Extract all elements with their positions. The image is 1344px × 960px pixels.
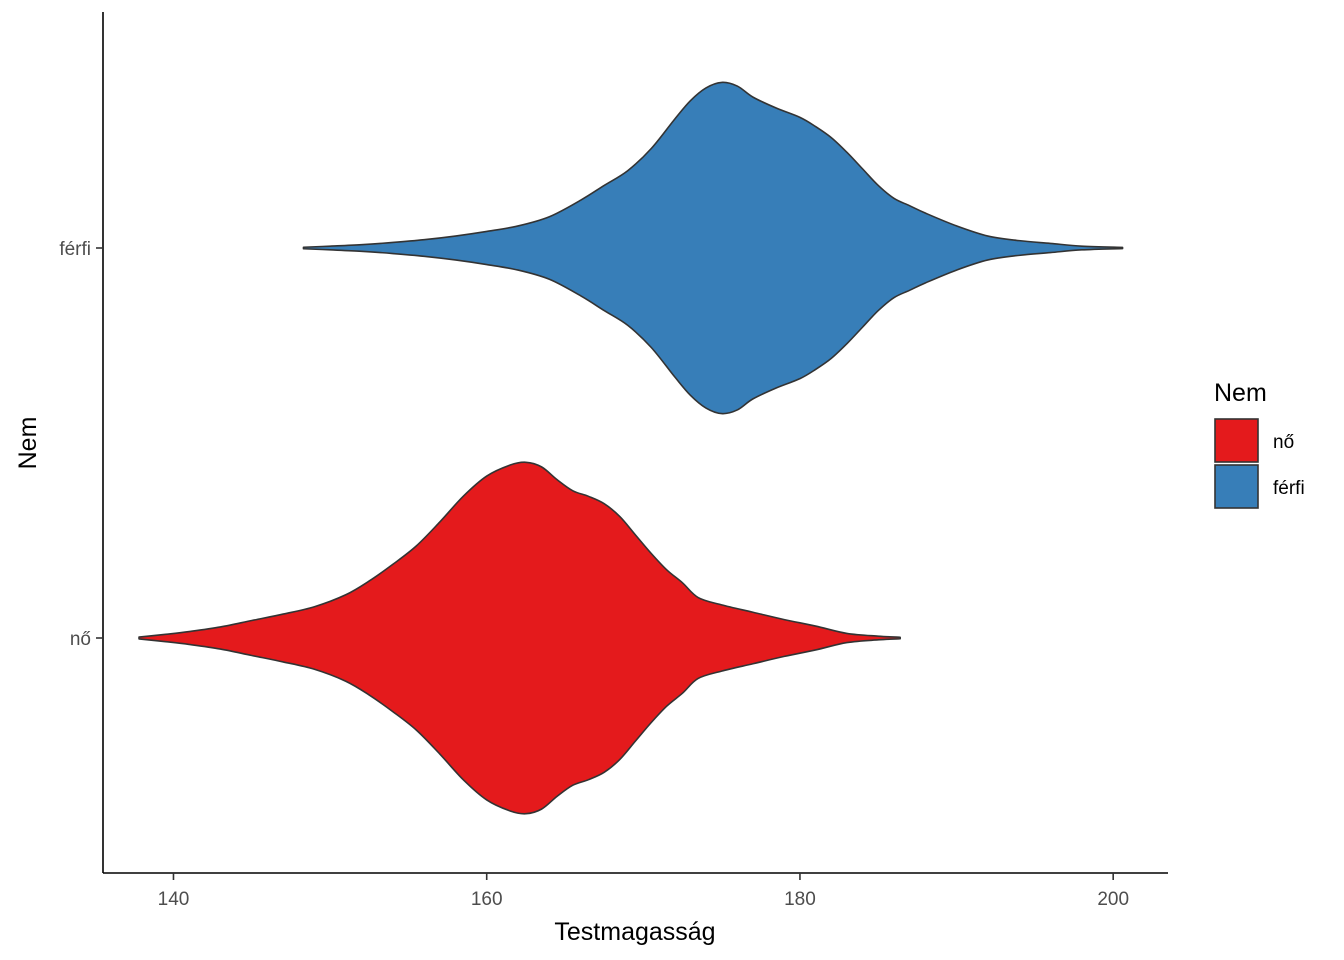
x-axis-ticks: 140 160 180 200 [158, 873, 1129, 910]
y-tick-label: nő [70, 629, 91, 650]
legend-title: Nem [1214, 379, 1267, 407]
x-tick-label: 140 [158, 889, 190, 910]
legend: Nem nő férfi [1214, 379, 1305, 509]
x-axis-title: Testmagasság [554, 918, 715, 946]
y-tick-label: férfi [59, 239, 91, 260]
violin-no [138, 461, 901, 815]
y-axis-ticks: nő férfi [59, 239, 103, 650]
x-tick-label: 180 [784, 889, 816, 910]
legend-label: férfi [1273, 478, 1305, 499]
violin-layer [138, 81, 1124, 815]
legend-label: nő [1273, 432, 1294, 453]
x-tick-label: 200 [1097, 889, 1129, 910]
legend-swatch [1214, 418, 1259, 463]
legend-swatch [1214, 464, 1259, 509]
y-axis-title: Nem [14, 417, 42, 470]
violin-ferfi [302, 81, 1124, 415]
x-tick-label: 160 [471, 889, 503, 910]
legend-entries: nő férfi [1214, 418, 1305, 509]
